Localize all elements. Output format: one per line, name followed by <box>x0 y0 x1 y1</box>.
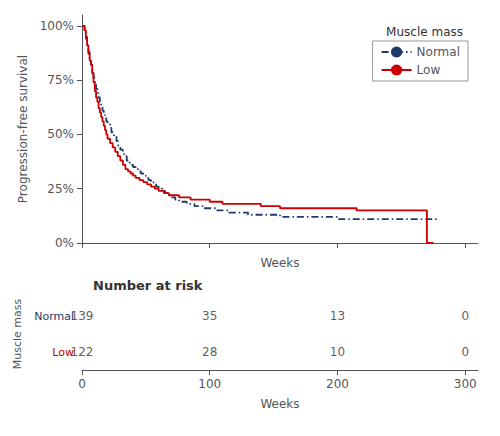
svg-text:Muscle mass: Muscle mass <box>11 298 24 369</box>
svg-text:0: 0 <box>461 309 469 323</box>
svg-text:0%: 0% <box>55 236 74 250</box>
svg-text:0: 0 <box>461 345 469 359</box>
svg-text:Normal: Normal <box>34 310 74 323</box>
svg-text:Normal: Normal <box>417 45 460 59</box>
svg-text:100: 100 <box>198 377 221 391</box>
svg-text:75%: 75% <box>47 73 74 87</box>
svg-text:Progression-free survival: Progression-free survival <box>16 55 30 203</box>
svg-text:122: 122 <box>71 345 94 359</box>
svg-text:Weeks: Weeks <box>260 397 299 411</box>
svg-text:10: 10 <box>330 345 345 359</box>
svg-text:Weeks: Weeks <box>260 256 299 270</box>
svg-text:Number at risk: Number at risk <box>93 278 203 293</box>
svg-text:200: 200 <box>326 377 349 391</box>
svg-text:13: 13 <box>330 309 345 323</box>
svg-text:25%: 25% <box>47 182 74 196</box>
svg-text:Low: Low <box>52 345 74 359</box>
svg-text:100%: 100% <box>40 19 74 33</box>
svg-text:50%: 50% <box>47 127 74 141</box>
svg-text:35: 35 <box>202 309 217 323</box>
svg-text:Low: Low <box>417 63 441 77</box>
svg-text:28: 28 <box>202 345 217 359</box>
svg-text:0: 0 <box>78 377 86 391</box>
svg-text:300: 300 <box>454 377 477 391</box>
svg-text:139: 139 <box>71 309 94 323</box>
svg-text:Muscle mass: Muscle mass <box>386 25 463 39</box>
